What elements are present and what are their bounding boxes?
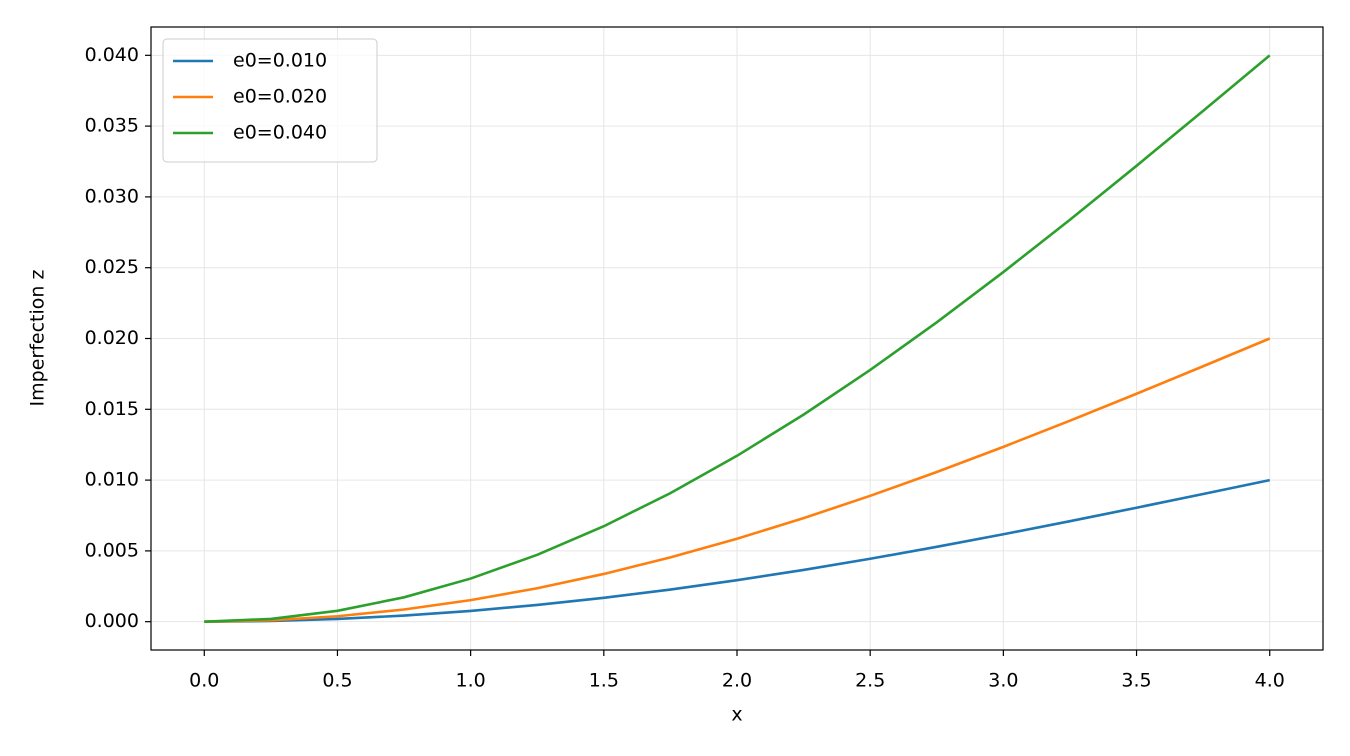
legend-label: e0=0.020 bbox=[233, 86, 327, 108]
y-axis-label: Imperfection z bbox=[27, 270, 49, 407]
y-tick-label: 0.005 bbox=[85, 539, 139, 561]
y-tick-label: 0.040 bbox=[85, 44, 139, 66]
legend-label: e0=0.040 bbox=[233, 122, 327, 144]
x-tick-label: 0.5 bbox=[322, 670, 352, 692]
y-tick-label: 0.000 bbox=[85, 610, 139, 632]
y-tick-label: 0.030 bbox=[85, 185, 139, 207]
x-axis-label: x bbox=[731, 704, 742, 726]
y-tick-label: 0.035 bbox=[85, 115, 139, 137]
series-line bbox=[204, 54, 1271, 623]
y-tick-label: 0.010 bbox=[85, 469, 139, 491]
series-line bbox=[204, 337, 1271, 623]
x-tick-label: 2.5 bbox=[855, 670, 885, 692]
x-tick-label: 1.0 bbox=[456, 670, 486, 692]
legend-box bbox=[162, 38, 378, 163]
grid bbox=[151, 27, 1323, 650]
series-line bbox=[204, 478, 1270, 623]
plot-frame bbox=[150, 26, 1324, 651]
x-tick-label: 0.0 bbox=[189, 670, 219, 692]
x-tick-label: 3.0 bbox=[988, 670, 1018, 692]
x-tick-label: 1.5 bbox=[589, 670, 619, 692]
x-tick-label: 2.0 bbox=[722, 670, 752, 692]
y-tick-label: 0.020 bbox=[85, 327, 139, 349]
y-tick-label: 0.025 bbox=[85, 256, 139, 278]
x-tick-label: 3.5 bbox=[1121, 670, 1151, 692]
y-tick-label: 0.015 bbox=[85, 398, 139, 420]
legend-label: e0=0.010 bbox=[233, 50, 327, 72]
x-tick-label: 4.0 bbox=[1255, 670, 1285, 692]
